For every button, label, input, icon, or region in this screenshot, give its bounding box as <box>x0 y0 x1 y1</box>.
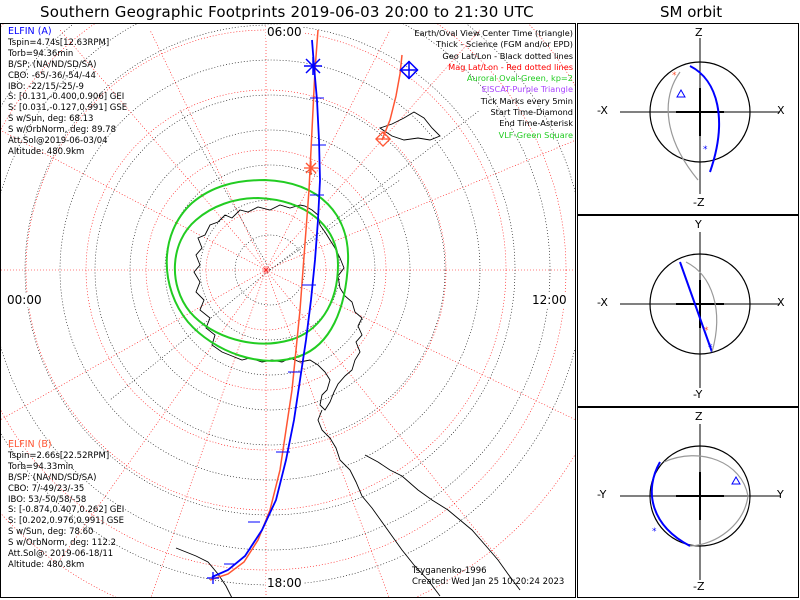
footprint-map-frame <box>0 23 576 598</box>
svg-text:*: * <box>704 326 709 336</box>
sm-xy-bottom-label: -Y <box>693 388 703 401</box>
legend-item: Mag Lat/Lon - Red dotted lines <box>448 61 573 72</box>
elfin-a-line: S w/OrbNorm, deg: 89.78 <box>8 125 117 136</box>
svg-text:*: * <box>703 145 708 155</box>
elfin-a-info: ELFIN (A) Tspin=4.74s[12.63RPM] Torb=94.… <box>8 26 128 158</box>
sm-orbit-title: SM orbit <box>660 3 723 21</box>
elfin-b-track-main <box>209 29 319 581</box>
legend-item: Start Time-Diamond <box>490 107 573 118</box>
south-america-coast-east <box>364 454 521 591</box>
legend-item: Auroral Oval-Green, kp=2 <box>466 73 573 84</box>
legend: Earth/Oval View Center Time (triangle) T… <box>414 28 573 141</box>
new-zealand-coastline <box>378 111 441 141</box>
sm-plot-xy: * * <box>620 232 780 388</box>
sm-xy-right-label: X <box>777 296 785 309</box>
credits-created: Created: Wed Jan 25 10:20:24 2023 <box>412 576 565 587</box>
elfin-a-line: Att.Sol@2019-06-03/04 <box>8 136 108 147</box>
antarctica-coastline <box>193 204 363 411</box>
elfin-b-line: Att.Sol@: 2019-06-18/11 <box>8 549 114 560</box>
sm-xy-left-label: -X <box>597 296 608 309</box>
elfin-a-line: Tspin=4.74s[12.63RPM] <box>8 37 110 48</box>
elfin-b-line: B/SP: (NA/ND/SD/SA) <box>8 472 97 483</box>
legend-item: Thick - Science (FGM and/or EPD) <box>436 39 573 50</box>
elfin-a-ticks <box>224 97 326 565</box>
legend-item: EISCAT-Purple Triangle <box>481 84 573 95</box>
elfin-b-line: S w/Sun, deg: 78.60 <box>8 527 94 538</box>
elfin-b-line: S: [-0.874,0.407,0.262] GEI <box>8 505 125 516</box>
sm-plot-xz: * * <box>620 38 780 194</box>
auroral-oval-inner <box>173 196 340 345</box>
auroral-oval-outer <box>165 178 350 362</box>
africa-coastline <box>175 547 233 597</box>
elfin-b-line: CBO: 7/-49/23/-35 <box>8 483 85 494</box>
elfin-b-line: S w/OrbNorm, deg: 112.2 <box>8 538 117 549</box>
credits: Tsyganenko-1996 Created: Wed Jan 25 10:2… <box>412 566 564 588</box>
sm-xz-right-label: X <box>777 104 785 117</box>
elfin-a-line: Torb=94.36min <box>8 48 74 59</box>
elfin-b-track <box>381 54 403 141</box>
credits-author: Tsyganenko-1996 <box>412 566 487 576</box>
sm-yz-top-label: Z <box>695 410 703 423</box>
elfin-b-start-diamond <box>375 131 391 147</box>
elfin-a-line: CBO: -65/-36/-54/-44 <box>8 70 96 81</box>
elfin-b-title: ELFIN (B) <box>8 439 52 450</box>
south-america-coastline <box>317 409 441 597</box>
sm-xz-top-label: Z <box>695 26 703 39</box>
legend-item: End Time-Asterisk <box>499 118 573 129</box>
sm-panel-xy <box>577 215 799 407</box>
elfin-a-track <box>211 39 321 578</box>
elfin-b-asterisk <box>304 161 318 175</box>
legend-item: Geo Lat/Lon - Black dotted lines <box>442 50 573 61</box>
sm-xz-bottom-label: -Z <box>693 196 705 209</box>
elfin-a-end-asterisk <box>304 57 322 75</box>
clock-label-bottom: 18:00 <box>266 576 303 590</box>
elfin-b-info: ELFIN (B) Tspin=2.66s[22.52RPM] Torb=94.… <box>8 439 125 571</box>
sm-yz-bottom-label: -Z <box>693 580 705 593</box>
elfin-b-line: IBO: 53/-50/58/-58 <box>8 494 87 505</box>
elfin-b-line: Tspin=2.66s[22.52RPM] <box>8 450 110 461</box>
page-title: Southern Geographic Footprints 2019-06-0… <box>40 3 534 21</box>
svg-text:*: * <box>672 71 677 81</box>
svg-text:*: * <box>708 343 713 353</box>
sm-xz-left-label: -X <box>597 104 608 117</box>
mag-grid <box>1 24 575 597</box>
sm-xy-top-label: Y <box>695 218 702 231</box>
elfin-a-start-diamond <box>399 60 419 80</box>
elfin-b-line: S: [0.202,0.976,0.991] GSE <box>8 516 125 527</box>
sm-plot-yz: * <box>620 424 780 580</box>
elfin-a-line: IBO: -22/15/-25/-9 <box>8 81 84 92</box>
clock-label-left: 00:00 <box>6 293 43 307</box>
elfin-a-title: ELFIN (A) <box>8 26 52 37</box>
elfin-b-line: Torb=94.33min <box>8 461 74 472</box>
clock-label-right: 12:00 <box>531 293 568 307</box>
elfin-a-line: Altitude: 480.9km <box>8 146 85 157</box>
clock-label-top: 06:00 <box>266 25 303 39</box>
center-point-icon <box>263 267 269 273</box>
elfin-a-bottom-asterisk <box>207 572 219 584</box>
sm-yz-right-label: Y <box>777 488 784 501</box>
sm-panel-xz <box>577 23 799 215</box>
sm-yz-left-label: -Y <box>597 488 607 501</box>
sm-panel-yz <box>577 407 799 598</box>
elfin-a-line: S w/Sun, deg: 68.13 <box>8 114 94 125</box>
legend-item: Tick Marks every 5min <box>480 95 573 106</box>
svg-text:*: * <box>652 527 657 537</box>
elfin-a-line: S: [0.031,-0.127,0.991] GSE <box>8 103 128 114</box>
elfin-a-line: S: [0.131,-0.400,0.906] GEI <box>8 92 125 103</box>
legend-item: Earth/Oval View Center Time (triangle) <box>414 28 573 38</box>
elfin-a-line: B/SP: (NA/ND/SD/SA) <box>8 59 97 70</box>
elfin-b-line: Altitude: 480.8km <box>8 559 85 570</box>
legend-item: VLF-Green Square <box>498 129 573 140</box>
